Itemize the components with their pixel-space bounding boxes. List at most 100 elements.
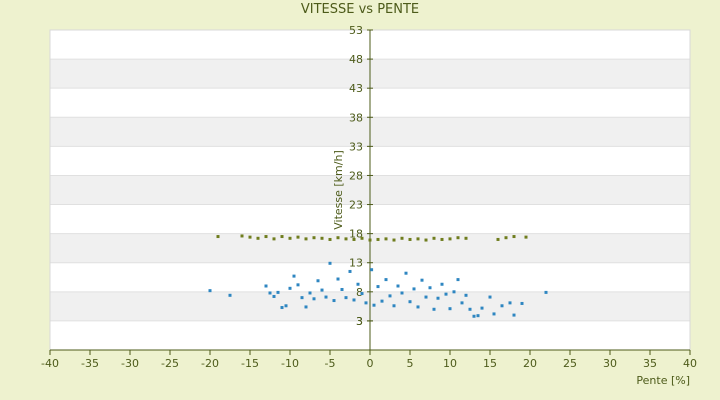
series-2-point <box>496 237 500 241</box>
x-tick-label: 10 <box>443 357 457 370</box>
series-1-point <box>520 301 524 305</box>
series-2-point <box>304 237 308 241</box>
series-2-point <box>408 237 412 241</box>
series-2-point <box>240 234 244 238</box>
series-1-point <box>370 268 374 272</box>
series-1-point <box>276 290 280 294</box>
x-tick-label: 35 <box>643 357 657 370</box>
series-2-point <box>280 235 284 239</box>
y-tick-label: 38 <box>349 111 363 124</box>
series-2-point <box>272 237 276 241</box>
series-2-point <box>464 236 468 240</box>
series-1-point <box>448 307 452 311</box>
series-1-point <box>300 296 304 300</box>
x-tick-label: -30 <box>121 357 139 370</box>
series-1-point <box>452 290 456 294</box>
series-1-point <box>332 299 336 303</box>
series-2-point <box>352 237 356 241</box>
series-2-point <box>216 235 220 239</box>
x-tick-label: -20 <box>201 357 219 370</box>
y-tick-label: 23 <box>349 199 363 212</box>
series-2-point <box>432 236 436 240</box>
series-1-point <box>428 286 432 290</box>
x-tick-label: 20 <box>523 357 537 370</box>
x-tick-label: 30 <box>603 357 617 370</box>
y-tick-label: 18 <box>349 228 363 241</box>
series-1-point <box>284 304 288 308</box>
series-1-point <box>512 313 516 317</box>
series-2-point <box>424 238 428 242</box>
series-1-point <box>420 278 424 282</box>
series-2-point <box>384 237 388 241</box>
series-1-point <box>404 271 408 275</box>
series-1-point <box>360 292 364 296</box>
series-1-point <box>432 307 436 311</box>
series-1-point <box>272 294 276 298</box>
series-1-point <box>348 269 352 273</box>
series-1-point <box>456 278 460 282</box>
series-1-point <box>408 300 412 304</box>
series-1-point <box>280 306 284 310</box>
series-1-point <box>444 292 448 296</box>
series-2-point <box>504 236 508 240</box>
series-2-point <box>376 237 380 241</box>
series-1-point <box>308 291 312 295</box>
series-1-point <box>396 284 400 288</box>
series-1-point <box>544 290 548 294</box>
series-1-point <box>492 312 496 316</box>
series-1-point <box>288 286 292 290</box>
series-2-point <box>320 236 324 240</box>
x-tick-label: 40 <box>683 357 697 370</box>
x-tick-label: -5 <box>325 357 336 370</box>
series-1-point <box>376 285 380 289</box>
series-2-point <box>360 236 364 240</box>
x-tick-label: -15 <box>241 357 259 370</box>
chart-title: VITESSE vs PENTE <box>300 2 420 17</box>
series-1-point <box>336 277 340 281</box>
series-1-point <box>340 287 344 291</box>
series-2-point <box>344 237 348 241</box>
x-tick-label: -10 <box>281 357 299 370</box>
series-1-point <box>436 296 440 300</box>
series-1-point <box>264 284 268 288</box>
series-1-point <box>488 295 492 299</box>
series-1-point <box>296 283 300 287</box>
y-tick-label: 13 <box>349 257 363 270</box>
series-2-point <box>288 236 292 240</box>
series-2-point <box>392 238 396 242</box>
x-tick-label: 5 <box>407 357 414 370</box>
series-2-point <box>248 235 252 239</box>
series-1-point <box>324 295 328 299</box>
series-1-point <box>380 299 384 303</box>
series-1-point <box>372 303 376 307</box>
y-tick-label: 8 <box>356 286 363 299</box>
x-tick-label: 15 <box>483 357 497 370</box>
series-2-point <box>448 237 452 241</box>
x-axis-title: Pente [%] <box>636 374 690 387</box>
x-tick-label: -35 <box>81 357 99 370</box>
x-tick-label: 25 <box>563 357 577 370</box>
y-tick-label: 33 <box>349 140 363 153</box>
series-1-point <box>384 278 388 282</box>
y-tick-label: 3 <box>356 315 363 328</box>
y-tick-label: 43 <box>349 82 363 95</box>
x-tick-label: -25 <box>161 357 179 370</box>
series-1-point <box>424 295 428 299</box>
series-1-point <box>344 296 348 300</box>
series-2-point <box>368 238 372 242</box>
series-1-point <box>440 282 444 286</box>
series-1-point <box>316 279 320 283</box>
series-1-point <box>412 287 416 291</box>
x-tick-label: -40 <box>41 357 59 370</box>
series-1-point <box>228 293 232 297</box>
series-1-point <box>460 301 464 305</box>
series-1-point <box>468 307 472 311</box>
series-2-point <box>296 235 300 239</box>
series-2-point <box>456 236 460 240</box>
series-2-point <box>256 236 260 240</box>
series-2-point <box>336 236 340 240</box>
series-2-point <box>524 235 528 239</box>
series-1-point <box>416 305 420 309</box>
series-1-point <box>268 291 272 295</box>
